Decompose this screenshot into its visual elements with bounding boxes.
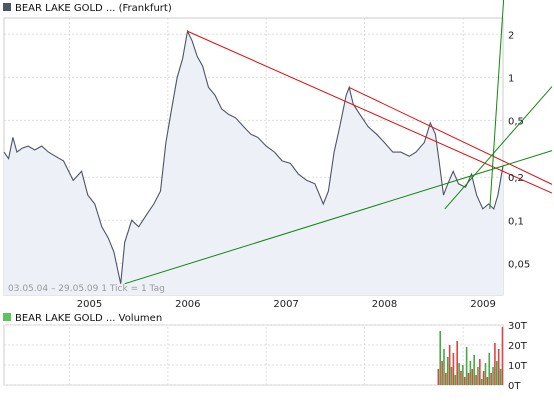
trend-line (444, 86, 553, 210)
y-tick-label: 1 (508, 73, 514, 84)
x-tick-label: 2008 (372, 299, 397, 310)
volume-bar (452, 353, 455, 385)
volume-bar (456, 341, 458, 385)
volume-bar (482, 371, 485, 385)
volume-bar (477, 367, 479, 385)
y-tick-label: 0,5 (508, 116, 524, 127)
volume-bar (437, 369, 440, 385)
volume-bar (458, 363, 460, 385)
volume-y-axis: 0T 10T 20T 30T (508, 321, 528, 392)
x-tick-label: 2007 (273, 299, 298, 310)
volume-bar (479, 359, 481, 385)
date-range-label: 03.05.04 – 29.05.09 1 Tick = 1 Tag (8, 284, 165, 294)
volume-bar (497, 349, 500, 385)
volume-bar (462, 365, 464, 385)
volume-bar (473, 355, 475, 385)
trend-lines (124, 0, 553, 285)
volume-bar (480, 379, 483, 385)
trend-line (124, 150, 553, 285)
volume-bar (501, 327, 504, 385)
volume-grid (4, 324, 503, 386)
volume-bar (475, 375, 477, 385)
volume-bar (441, 361, 443, 385)
volume-bar (496, 361, 498, 385)
volume-bars (437, 327, 504, 385)
volume-legend-swatch (3, 313, 11, 321)
price-x-axis: 2005 2006 2007 2008 2009 (77, 299, 496, 310)
volume-bar (494, 343, 496, 385)
volume-bar (467, 373, 470, 385)
volume-bar (439, 331, 442, 385)
volume-bar (446, 357, 449, 385)
y-tick-label: 0,05 (508, 259, 530, 270)
price-legend-swatch (3, 3, 11, 11)
y-tick-label: 2 (508, 30, 514, 41)
x-tick-label: 2009 (470, 299, 495, 310)
volume-bar (454, 375, 457, 385)
volume-bar (499, 369, 502, 385)
x-tick-label: 2006 (175, 299, 200, 310)
price-y-axis: 0,05 0,1 0,2 0,5 1 2 (508, 30, 530, 270)
volume-bar (469, 361, 472, 385)
volume-bar (492, 367, 494, 385)
volume-plot: 0T 10T 20T 30T (3, 321, 528, 392)
price-area (4, 31, 503, 296)
x-tick-label: 2005 (77, 299, 102, 310)
volume-bar (486, 377, 489, 385)
trend-line (489, 0, 505, 209)
volume-bar (460, 371, 462, 385)
volume-chart-title: BEAR LAKE GOLD ... Volumen (15, 313, 162, 324)
volume-bar (471, 369, 474, 385)
volume-bar (484, 363, 487, 385)
volume-bar (450, 367, 453, 385)
volume-bar (445, 373, 447, 385)
volume-bar (463, 377, 466, 385)
trend-line (187, 30, 553, 194)
volume-bar (448, 345, 451, 385)
volume-y-tick-label: 20T (508, 341, 528, 352)
volume-bar (488, 353, 491, 385)
volume-y-tick-label: 30T (508, 321, 528, 332)
volume-y-tick-label: 10T (508, 361, 528, 372)
volume-y-tick-label: 0T (508, 381, 521, 392)
trend-line (348, 86, 553, 185)
price-chart-title: BEAR LAKE GOLD ... (Frankfurt) (15, 3, 172, 14)
volume-plot-background (3, 324, 504, 386)
volume-bar (490, 373, 492, 385)
y-tick-label: 0,2 (508, 173, 524, 184)
volume-bar (443, 349, 445, 385)
y-tick-label: 0,1 (508, 216, 524, 227)
volume-bar (465, 347, 468, 385)
price-line (3, 29, 504, 284)
price-plot: 0,05 0,1 0,2 0,5 1 2 2005 2006 2007 2008 2009 03.… (3, 0, 553, 310)
